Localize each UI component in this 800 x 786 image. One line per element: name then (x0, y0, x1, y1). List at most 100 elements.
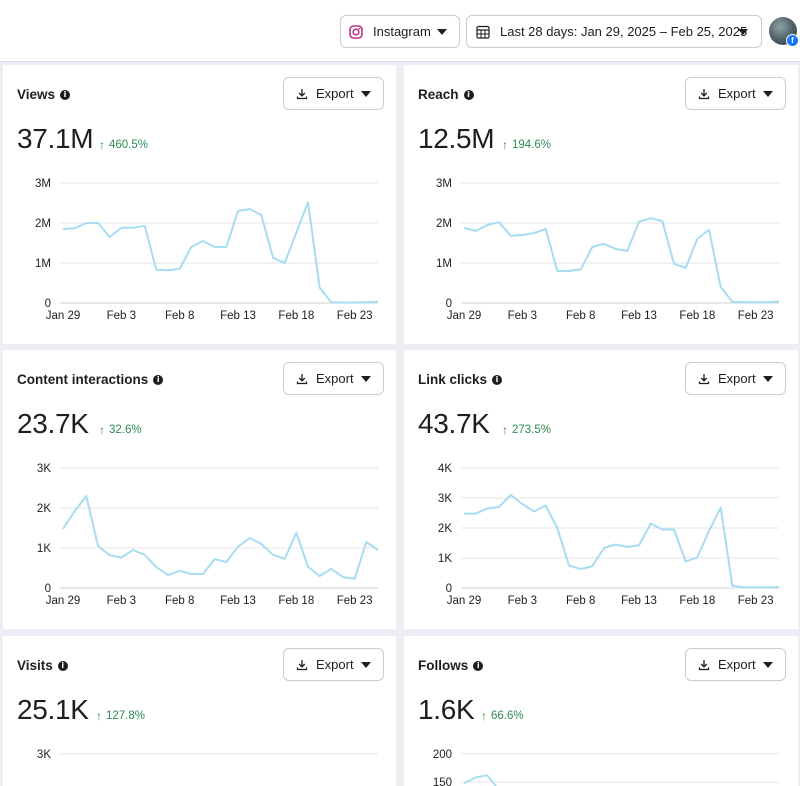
metric-delta: ↑ 460.5% (99, 138, 148, 152)
metric-card-reach: Reach i Export 12.5M ↑ 194.6% 3M 2M 1M 0 Jan… (404, 65, 798, 344)
card-title-text: Views (17, 87, 56, 102)
info-icon[interactable]: i (492, 374, 503, 385)
y-tick-label: 2M (436, 218, 452, 230)
x-tick-label: Feb 3 (107, 310, 136, 322)
y-tick-label: 3M (35, 178, 51, 190)
y-tick-label: 3M (436, 178, 452, 190)
y-tick-label: 150 (433, 777, 452, 786)
metric-delta: ↑ 66.6% (481, 709, 524, 723)
export-button[interactable]: Export (685, 648, 786, 681)
export-label: Export (718, 657, 756, 672)
card-title-text: Reach (418, 87, 459, 102)
chevron-down-icon (763, 91, 773, 97)
export-label: Export (718, 371, 756, 386)
card-title: Visits i (17, 658, 68, 673)
y-tick-label: 2K (438, 523, 452, 535)
chevron-down-icon (763, 376, 773, 382)
platform-label: Instagram (373, 24, 431, 39)
export-button[interactable]: Export (283, 648, 384, 681)
info-icon[interactable]: i (60, 89, 71, 100)
export-label: Export (718, 86, 756, 101)
y-tick-label: 1M (436, 258, 452, 270)
metric-delta-value: 32.6% (109, 424, 142, 436)
arrow-up-icon: ↑ (96, 709, 102, 723)
y-tick-label: 4K (438, 463, 452, 475)
metric-delta: ↑ 32.6% (99, 423, 142, 437)
series-line (62, 201, 379, 304)
date-range-label: Last 28 days: Jan 29, 2025 – Feb 25, 202… (500, 24, 748, 39)
info-icon[interactable]: i (153, 374, 164, 385)
metric-card-views: Views i Export 37.1M ↑ 460.5% 3M 2M 1M 0 Jan… (3, 65, 396, 344)
export-button[interactable]: Export (283, 362, 384, 395)
arrow-up-icon: ↑ (481, 709, 487, 723)
x-tick-label: Jan 29 (46, 595, 81, 607)
download-icon (698, 659, 710, 670)
info-icon[interactable]: i (57, 660, 68, 671)
x-tick-label: Feb 3 (107, 595, 136, 607)
export-button[interactable]: Export (685, 362, 786, 395)
y-tick-label: 1M (35, 258, 51, 270)
download-icon (296, 88, 308, 99)
y-tick-label: 0 (45, 583, 51, 595)
metric-value: 12.5M (418, 123, 495, 154)
avatar[interactable]: f (769, 17, 799, 47)
series-line (62, 495, 379, 580)
x-tick-label: Feb 23 (738, 595, 774, 607)
x-tick-label: Feb 8 (165, 310, 194, 322)
y-tick-label: 3K (37, 749, 51, 761)
chevron-down-icon (738, 29, 748, 35)
x-tick-label: Feb 13 (220, 310, 256, 322)
card-title: Link clicks i (418, 372, 503, 387)
metric-delta: ↑ 273.5% (502, 423, 551, 437)
card-title-text: Visits (17, 658, 53, 673)
y-tick-label: 200 (433, 749, 452, 761)
export-label: Export (316, 657, 354, 672)
x-tick-label: Feb 18 (679, 310, 715, 322)
arrow-up-icon: ↑ (99, 423, 105, 437)
x-tick-label: Feb 8 (566, 310, 595, 322)
info-icon[interactable]: i (473, 660, 484, 671)
x-tick-label: Feb 8 (165, 595, 194, 607)
metric-delta-value: 66.6% (491, 710, 524, 722)
arrow-up-icon: ↑ (502, 138, 508, 152)
metric-card-content-interactions: Content interactions i Export 23.7K ↑ 32… (3, 350, 396, 629)
chevron-down-icon (763, 662, 773, 668)
metric-card-follows: Follows i Export 1.6K ↑ 66.6% 200 150 (404, 636, 798, 786)
metric-value: 1.6K (418, 694, 475, 725)
metric-delta-value: 127.8% (106, 710, 146, 722)
card-title-text: Content interactions (17, 372, 149, 387)
platform-selector[interactable]: Instagram (340, 15, 460, 48)
card-title-text: Follows (418, 658, 469, 673)
card-title: Follows i (418, 658, 484, 673)
export-button[interactable]: Export (283, 77, 384, 110)
y-tick-label: 0 (45, 298, 51, 310)
series-line (463, 774, 497, 786)
x-tick-label: Feb 18 (278, 310, 314, 322)
facebook-badge-icon: f (786, 34, 799, 47)
export-button[interactable]: Export (685, 77, 786, 110)
date-range-selector[interactable]: Last 28 days: Jan 29, 2025 – Feb 25, 202… (466, 15, 762, 48)
y-tick-label: 2M (35, 218, 51, 230)
card-title: Views i (17, 87, 71, 102)
line-chart: 200 150 (433, 749, 779, 786)
y-tick-label: 3K (37, 463, 51, 475)
x-tick-label: Feb 3 (508, 310, 537, 322)
chevron-down-icon (361, 662, 371, 668)
export-label: Export (316, 86, 354, 101)
x-tick-label: Feb 3 (508, 595, 537, 607)
chevron-down-icon (361, 376, 371, 382)
info-icon[interactable]: i (463, 89, 474, 100)
metric-delta-value: 194.6% (512, 139, 552, 151)
metric-card-link-clicks: Link clicks i Export 43.7K ↑ 273.5% 4K 3K… (404, 350, 798, 629)
metric-value: 23.7K (17, 408, 89, 439)
x-tick-label: Feb 23 (337, 310, 373, 322)
chevron-down-icon (361, 91, 371, 97)
download-icon (698, 373, 710, 384)
metric-card-visits: Visits i Export 25.1K ↑ 127.8% 3K (3, 636, 396, 786)
y-tick-label: 0 (446, 298, 452, 310)
download-icon (296, 373, 308, 384)
